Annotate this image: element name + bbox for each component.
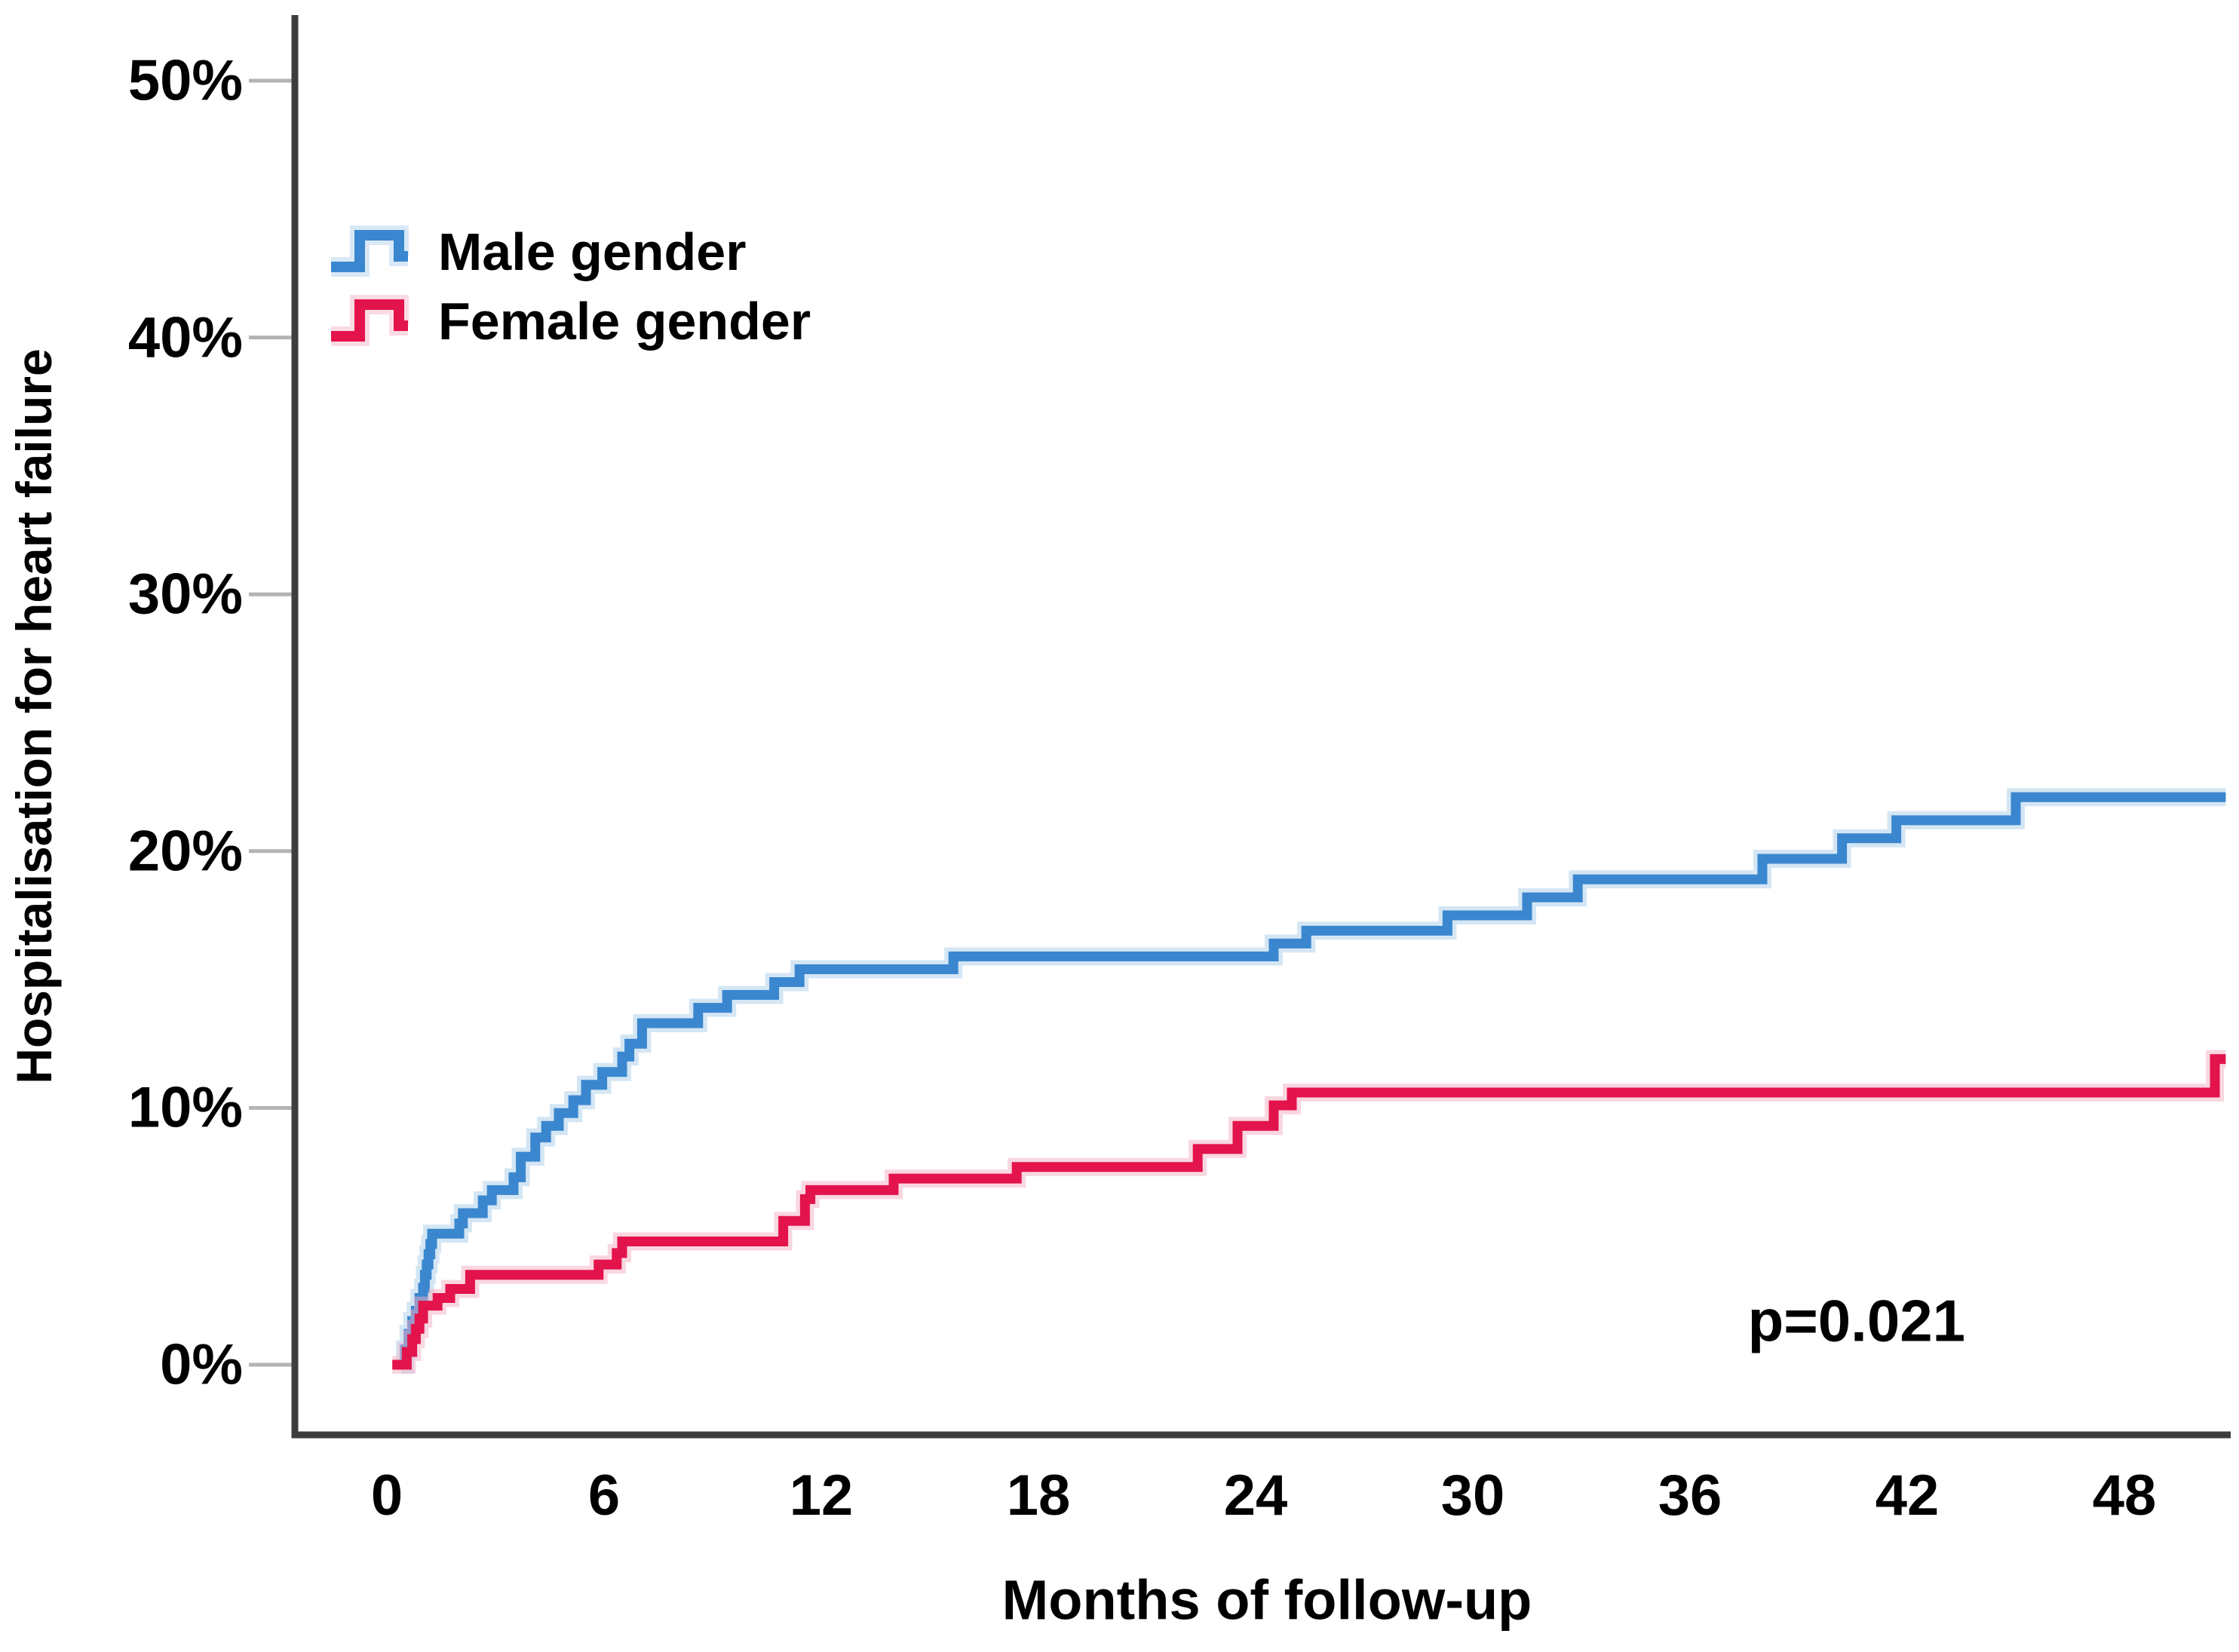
x-tick-label: 36 [1658,1464,1722,1528]
y-tick-label: 50% [127,48,243,113]
y-tick-label: 20% [127,819,243,884]
y-axis-title: Hospitalisation for heart failure [6,348,62,1084]
male-step-line-icon [331,225,409,277]
female-step-line-icon [331,295,409,346]
x-tick-label: 0 [370,1464,403,1528]
y-tick-label: 0% [160,1332,243,1397]
y-tick-label: 40% [127,305,243,370]
legend-label-female: Female gender [438,292,811,351]
x-tick-label: 30 [1440,1464,1505,1528]
x-tick-label: 48 [2092,1464,2157,1528]
legend-label-male: Male gender [438,222,747,281]
x-tick-label: 24 [1223,1464,1288,1528]
x-tick-label: 18 [1006,1464,1071,1528]
curve-female [392,1054,2226,1370]
y-tick-label: 30% [127,562,243,627]
curve-male [400,792,2226,1370]
curve-halo-male [396,788,2226,1374]
legend-item-female: Female gender [328,287,811,356]
x-tick-label: 12 [789,1464,854,1528]
y-tick-label: 10% [127,1075,243,1140]
x-tick-label: 6 [587,1464,621,1528]
legend-item-male: Male gender [328,217,811,287]
legend: Male gender Female gender [328,217,811,356]
x-tick-label: 42 [1875,1464,1940,1528]
x-axis-title: Months of follow-up [1001,1568,1532,1632]
p-value-annotation: p=0.021 [1747,1287,1965,1354]
